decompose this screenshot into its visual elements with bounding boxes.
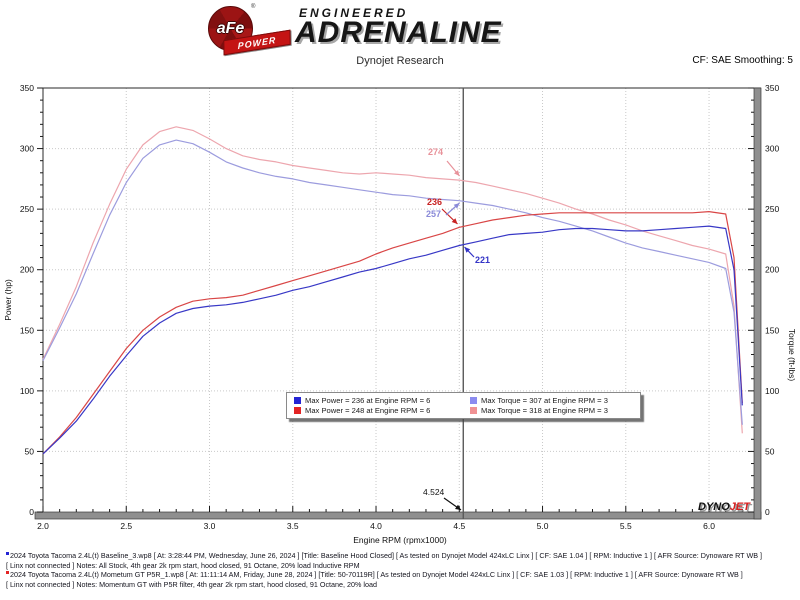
y-tick-label-right: 100 xyxy=(765,386,779,396)
y-tick-label-right: 150 xyxy=(765,325,779,335)
y-tick-label-left: 0 xyxy=(29,507,34,517)
x-tick-label: 5.5 xyxy=(620,521,632,531)
legend-swatch xyxy=(294,407,301,414)
power-ribbon-text: POWER xyxy=(237,34,277,51)
x-tick-label: 4.0 xyxy=(370,521,382,531)
annotation-arrow-257-head xyxy=(453,203,460,209)
x-tick-label: 3.5 xyxy=(287,521,299,531)
y-tick-label-left: 350 xyxy=(20,83,34,93)
run2-info-text: 2024 Toyota Tacoma 2.4L(t) Mometum GT P5… xyxy=(10,570,743,580)
run2-marker xyxy=(6,570,9,574)
y-tick-label-right: 50 xyxy=(765,446,775,456)
y-tick-label-right: 350 xyxy=(765,83,779,93)
run1-notes-line: [ Linx not connected ] Notes: All Stock,… xyxy=(6,561,798,571)
registered-mark: ® xyxy=(251,4,256,10)
run1-marker xyxy=(6,551,9,555)
baseline-torque-curve xyxy=(42,139,743,425)
smoothing-setting: CF: SAE Smoothing: 5 xyxy=(692,55,793,66)
x-tick-label: 3.0 xyxy=(204,521,216,531)
cursor-value-274: 274 xyxy=(428,147,444,157)
cursor-rpm-readout: 4.524 xyxy=(423,487,445,497)
run2-info-line: 2024 Toyota Tacoma 2.4L(t) Mometum GT P5… xyxy=(6,570,798,580)
run1-info-line: 2024 Toyota Tacoma 2.4L(t) Baseline_3.wp… xyxy=(6,551,798,561)
y-tick-label-left: 100 xyxy=(20,386,34,396)
legend-label: Max Power = 248 at Engine RPM = 6 xyxy=(305,406,431,415)
run-info-footer: 2024 Toyota Tacoma 2.4L(t) Baseline_3.wp… xyxy=(6,551,798,589)
y-axis-band-right xyxy=(753,87,762,520)
engineered-text: ENGINEERED xyxy=(299,6,409,20)
y-tick-label-right: 0 xyxy=(765,507,770,517)
annotation-arrow-274-head xyxy=(454,170,460,176)
legend-item: Max Power = 236 at Engine RPM = 6 xyxy=(294,396,470,405)
legend-swatch xyxy=(470,397,477,404)
run1-notes-text: [ Linx not connected ] Notes: All Stock,… xyxy=(6,560,360,570)
cursor-value-257: 257 xyxy=(426,209,442,219)
legend-swatch xyxy=(294,397,301,404)
legend-item: Max Torque = 318 at Engine RPM = 3 xyxy=(470,406,636,415)
y-tick-label-right: 300 xyxy=(765,144,779,154)
legend-item: Max Power = 248 at Engine RPM = 6 xyxy=(294,406,470,415)
x-tick-label: 2.0 xyxy=(37,521,49,531)
y-tick-label-right: 250 xyxy=(765,204,779,214)
afe-circle-text: aFe xyxy=(216,19,245,37)
dynojet-logo-part2: JET xyxy=(729,501,750,513)
y-axis-title-left: Power (hp) xyxy=(3,279,13,321)
legend-item: Max Torque = 307 at Engine RPM = 3 xyxy=(470,396,636,405)
run1-info-text: 2024 Toyota Tacoma 2.4L(t) Baseline_3.wp… xyxy=(10,551,763,560)
annotation-arrow-236-head xyxy=(451,218,458,224)
x-tick-label: 4.5 xyxy=(453,521,465,531)
annotation-arrow-221-head xyxy=(464,247,471,253)
dynojet-logo-part1: DYNO xyxy=(698,501,730,513)
legend-swatch xyxy=(470,407,477,414)
y-tick-label-left: 200 xyxy=(20,265,34,275)
y-tick-label-left: 50 xyxy=(25,446,35,456)
legend-box: Max Power = 236 at Engine RPM = 6 Max Tor… xyxy=(286,392,641,419)
x-tick-label: 2.5 xyxy=(120,521,132,531)
run2-notes-text: [ Linx not connected ] Notes: Momentum G… xyxy=(6,579,378,589)
x-tick-label: 6.0 xyxy=(703,521,715,531)
dynojet-logo: DYNOJET xyxy=(698,501,750,513)
run2-notes-line: [ Linx not connected ] Notes: Momentum G… xyxy=(6,580,798,590)
afe-logo: aFe ® POWER ENGINEERED ADRENALINE xyxy=(185,2,615,56)
y-axis-title-right: Torque (ft-lbs) xyxy=(787,329,797,382)
x-axis-title: Engine RPM (rpmx1000) xyxy=(353,535,447,545)
x-axis-band xyxy=(34,511,762,520)
baseline-power-curve xyxy=(42,225,743,455)
y-tick-label-left: 250 xyxy=(20,204,34,214)
annotation-arrow-4.524-head xyxy=(455,504,461,510)
momentum-power-curve xyxy=(42,211,743,455)
y-tick-label-left: 300 xyxy=(20,144,34,154)
momentum-torque-curve xyxy=(42,126,743,434)
legend-label: Max Power = 236 at Engine RPM = 6 xyxy=(305,396,431,405)
legend-label: Max Torque = 318 at Engine RPM = 3 xyxy=(481,406,608,415)
y-tick-label-left: 150 xyxy=(20,325,34,335)
cursor-value-221: 221 xyxy=(475,255,491,265)
adrenaline-text: ADRENALINE xyxy=(295,16,502,49)
legend-label: Max Torque = 307 at Engine RPM = 3 xyxy=(481,396,608,405)
chart-title: Dynojet Research xyxy=(356,55,444,67)
x-tick-label: 5.0 xyxy=(537,521,549,531)
cursor-value-236: 236 xyxy=(427,197,443,207)
y-tick-label-right: 200 xyxy=(765,265,779,275)
